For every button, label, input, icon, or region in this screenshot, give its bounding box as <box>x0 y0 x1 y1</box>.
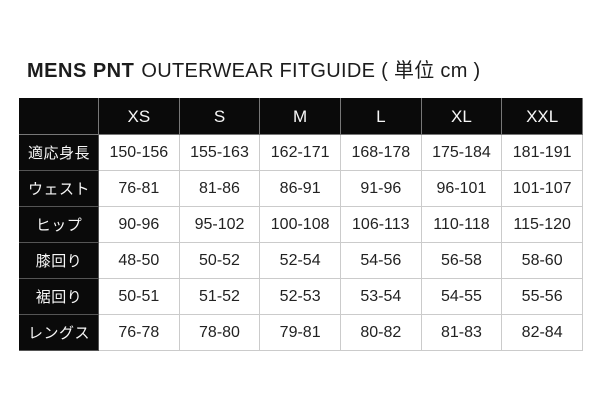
size-value-cell: 101-107 <box>501 170 583 207</box>
size-value-cell: 96-101 <box>420 170 503 207</box>
size-value-cell: 115-120 <box>501 206 583 243</box>
size-column-header-xxl: XXL <box>501 98 583 135</box>
size-column-header-m: M <box>259 98 341 135</box>
size-table-row: 膝回り 48-50 50-52 52-54 54-56 56-58 58-60 <box>19 242 583 279</box>
size-table-row: ウェスト 76-81 81-86 86-91 91-96 96-101 101-107 <box>19 170 583 207</box>
size-value-cell: 80-82 <box>339 314 422 351</box>
size-value-cell: 76-78 <box>98 314 180 351</box>
row-label-cell: 裾回り <box>19 278 99 315</box>
page-title: MENS PNT OUTERWEAR FITGUIDE ( 単位 cm ) <box>27 59 480 83</box>
size-table-header-row: XS S M L XL XXL <box>19 98 583 135</box>
size-table-row: 裾回り 50-51 51-52 52-53 53-54 54-55 55-56 <box>19 278 583 315</box>
size-value-cell: 90-96 <box>98 206 180 243</box>
size-table: XS S M L XL XXL 適応身長 150-156 155-163 162-171 168-… <box>19 98 583 351</box>
size-value-cell: 54-56 <box>339 242 422 279</box>
page-title-regular: OUTERWEAR FITGUIDE ( 単位 cm ) <box>141 60 481 82</box>
size-value-cell: 168-178 <box>339 134 422 171</box>
size-value-cell: 86-91 <box>259 170 341 207</box>
size-value-cell: 81-83 <box>420 314 503 351</box>
size-table-row: 適応身長 150-156 155-163 162-171 168-178 175-184 1… <box>19 134 583 171</box>
row-label-cell: 適応身長 <box>19 134 99 171</box>
size-value-cell: 106-113 <box>339 206 422 243</box>
size-value-cell: 50-51 <box>98 278 180 315</box>
size-value-cell: 56-58 <box>420 242 503 279</box>
row-label-cell: レングス <box>19 314 99 351</box>
size-value-cell: 150-156 <box>98 134 180 171</box>
size-column-header-s: S <box>178 98 261 135</box>
size-value-cell: 54-55 <box>420 278 503 315</box>
size-value-cell: 162-171 <box>259 134 341 171</box>
row-label-cell: 膝回り <box>19 242 99 279</box>
size-value-cell: 78-80 <box>178 314 261 351</box>
size-column-header-xs: XS <box>98 98 180 135</box>
size-value-cell: 48-50 <box>98 242 180 279</box>
size-table-head: XS S M L XL XXL <box>19 98 583 135</box>
size-value-cell: 100-108 <box>259 206 341 243</box>
row-label-cell: ヒップ <box>19 206 99 243</box>
page-title-bold: MENS PNT <box>27 60 135 82</box>
size-value-cell: 76-81 <box>98 170 180 207</box>
size-value-cell: 58-60 <box>501 242 583 279</box>
size-table-corner-cell <box>19 98 99 135</box>
size-table-row: ヒップ 90-96 95-102 100-108 106-113 110-118 115-1… <box>19 206 583 243</box>
size-value-cell: 110-118 <box>420 206 503 243</box>
size-value-cell: 82-84 <box>501 314 583 351</box>
size-value-cell: 91-96 <box>339 170 422 207</box>
size-value-cell: 175-184 <box>420 134 503 171</box>
size-value-cell: 55-56 <box>501 278 583 315</box>
size-column-header-l: L <box>339 98 422 135</box>
size-table-body: 適応身長 150-156 155-163 162-171 168-178 175-184 1… <box>19 134 583 351</box>
size-value-cell: 79-81 <box>259 314 341 351</box>
size-value-cell: 50-52 <box>178 242 261 279</box>
size-value-cell: 81-86 <box>178 170 261 207</box>
size-value-cell: 52-53 <box>259 278 341 315</box>
row-label-cell: ウェスト <box>19 170 99 207</box>
size-column-header-xl: XL <box>420 98 503 135</box>
size-value-cell: 53-54 <box>339 278 422 315</box>
size-table-row: レングス 76-78 78-80 79-81 80-82 81-83 82-84 <box>19 314 583 351</box>
size-value-cell: 155-163 <box>178 134 261 171</box>
size-value-cell: 95-102 <box>178 206 261 243</box>
size-value-cell: 181-191 <box>501 134 583 171</box>
size-value-cell: 51-52 <box>178 278 261 315</box>
size-value-cell: 52-54 <box>259 242 341 279</box>
